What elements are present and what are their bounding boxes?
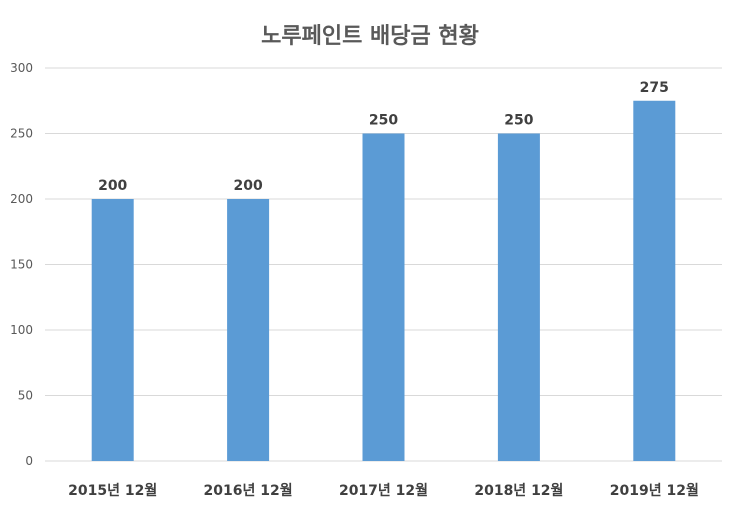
- x-tick-label: 2018년 12월: [474, 482, 563, 499]
- x-tick-label: 2019년 12월: [610, 482, 699, 499]
- y-tick-label: 300: [10, 61, 33, 75]
- chart-title: 노루페인트 배당금 현황: [261, 24, 479, 49]
- y-tick-label: 100: [10, 323, 33, 337]
- data-label: 275: [640, 80, 669, 96]
- y-tick-label: 0: [25, 454, 33, 468]
- y-tick-label: 50: [18, 389, 33, 403]
- x-tick-label: 2015년 12월: [68, 482, 157, 499]
- data-label: 200: [98, 178, 127, 194]
- data-label: 250: [504, 113, 533, 129]
- y-tick-label: 200: [10, 192, 33, 206]
- bar: [227, 199, 270, 461]
- x-tick-label: 2017년 12월: [339, 482, 428, 499]
- x-tick-label: 2016년 12월: [204, 482, 293, 499]
- bar: [362, 133, 405, 461]
- bar: [497, 133, 540, 461]
- bar: [91, 199, 134, 461]
- bar: [633, 100, 676, 461]
- y-tick-label: 250: [10, 127, 33, 141]
- data-label: 200: [233, 178, 262, 194]
- data-label: 250: [369, 113, 398, 129]
- y-tick-label: 150: [10, 258, 33, 272]
